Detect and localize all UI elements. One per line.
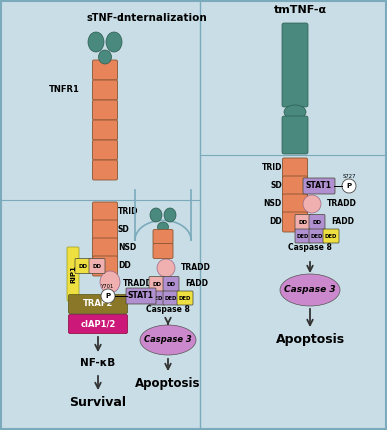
Text: P: P (346, 183, 351, 189)
Text: DED: DED (311, 233, 323, 239)
FancyBboxPatch shape (295, 229, 311, 243)
Ellipse shape (100, 271, 120, 293)
Text: DED: DED (165, 295, 177, 301)
FancyBboxPatch shape (282, 23, 308, 107)
Text: DD: DD (312, 219, 322, 224)
FancyBboxPatch shape (295, 215, 311, 230)
Text: STAT1: STAT1 (128, 292, 154, 301)
Ellipse shape (158, 222, 168, 232)
Text: FADD: FADD (185, 280, 208, 289)
Text: RIP1: RIP1 (70, 265, 76, 283)
Text: FADD: FADD (331, 218, 354, 227)
Text: P: P (105, 293, 111, 299)
Ellipse shape (284, 105, 306, 119)
Text: NSD: NSD (118, 243, 136, 252)
FancyBboxPatch shape (92, 60, 118, 80)
Ellipse shape (157, 259, 175, 277)
Text: DED: DED (151, 295, 163, 301)
Text: Y701: Y701 (101, 285, 115, 289)
Text: SD: SD (270, 181, 282, 190)
FancyBboxPatch shape (323, 229, 339, 243)
Ellipse shape (150, 208, 162, 222)
Ellipse shape (140, 325, 196, 355)
Text: Caspase 3: Caspase 3 (284, 286, 336, 295)
Text: DED: DED (297, 233, 309, 239)
Text: DD: DD (152, 282, 161, 286)
FancyBboxPatch shape (92, 220, 118, 240)
FancyBboxPatch shape (92, 120, 118, 140)
Ellipse shape (164, 208, 176, 222)
Text: Caspase 8: Caspase 8 (288, 243, 332, 252)
FancyBboxPatch shape (92, 140, 118, 160)
Circle shape (342, 179, 356, 193)
Text: TRAF2: TRAF2 (83, 300, 113, 308)
Text: SD: SD (118, 225, 130, 234)
FancyBboxPatch shape (67, 247, 79, 301)
Text: NF-κB: NF-κB (80, 358, 116, 368)
Ellipse shape (99, 50, 111, 64)
Text: Caspase 8: Caspase 8 (146, 305, 190, 314)
Text: DD: DD (92, 264, 101, 268)
FancyBboxPatch shape (149, 276, 165, 292)
Text: sTNF-α: sTNF-α (86, 13, 124, 23)
FancyBboxPatch shape (92, 238, 118, 258)
FancyBboxPatch shape (309, 215, 325, 230)
Text: DED: DED (179, 295, 191, 301)
Text: TNFR1: TNFR1 (49, 86, 80, 95)
FancyBboxPatch shape (89, 258, 105, 273)
Text: DED: DED (325, 233, 337, 239)
FancyBboxPatch shape (283, 158, 308, 178)
FancyBboxPatch shape (149, 291, 165, 305)
FancyBboxPatch shape (283, 194, 308, 214)
Circle shape (101, 289, 115, 303)
FancyBboxPatch shape (126, 288, 156, 304)
FancyBboxPatch shape (92, 80, 118, 100)
Text: tmTNF-α: tmTNF-α (274, 5, 327, 15)
FancyBboxPatch shape (309, 229, 325, 243)
FancyBboxPatch shape (92, 256, 118, 276)
FancyBboxPatch shape (92, 160, 118, 180)
Ellipse shape (106, 32, 122, 52)
Ellipse shape (303, 195, 321, 213)
Text: TRADD: TRADD (123, 280, 153, 289)
FancyBboxPatch shape (153, 230, 173, 245)
FancyBboxPatch shape (68, 295, 127, 313)
Text: DD: DD (269, 218, 282, 227)
FancyBboxPatch shape (68, 314, 127, 334)
FancyBboxPatch shape (75, 258, 91, 273)
Text: cIAP1/2: cIAP1/2 (80, 319, 116, 329)
FancyBboxPatch shape (163, 291, 179, 305)
Text: STAT1: STAT1 (306, 181, 332, 190)
Text: Internalization: Internalization (120, 13, 206, 23)
FancyBboxPatch shape (283, 212, 308, 232)
Text: TRADD: TRADD (327, 200, 357, 209)
FancyBboxPatch shape (177, 291, 193, 305)
Text: NSD: NSD (264, 200, 282, 209)
Text: Apoptosis: Apoptosis (135, 377, 201, 390)
Text: DD: DD (298, 219, 308, 224)
FancyBboxPatch shape (153, 243, 173, 258)
Text: TRID: TRID (118, 208, 139, 216)
Ellipse shape (88, 32, 104, 52)
Text: Apoptosis: Apoptosis (276, 334, 344, 347)
Text: DD: DD (118, 261, 131, 270)
Text: DD: DD (79, 264, 87, 268)
FancyBboxPatch shape (303, 178, 335, 194)
FancyBboxPatch shape (92, 100, 118, 120)
Text: Caspase 3: Caspase 3 (144, 335, 192, 344)
FancyBboxPatch shape (282, 116, 308, 154)
Text: Survival: Survival (70, 396, 127, 408)
FancyBboxPatch shape (283, 176, 308, 196)
Text: TRID: TRID (262, 163, 282, 172)
FancyBboxPatch shape (163, 276, 179, 292)
Ellipse shape (280, 274, 340, 306)
Text: TRADD: TRADD (181, 264, 211, 273)
Text: S727: S727 (342, 175, 356, 179)
FancyBboxPatch shape (92, 202, 118, 222)
Text: DD: DD (166, 282, 175, 286)
